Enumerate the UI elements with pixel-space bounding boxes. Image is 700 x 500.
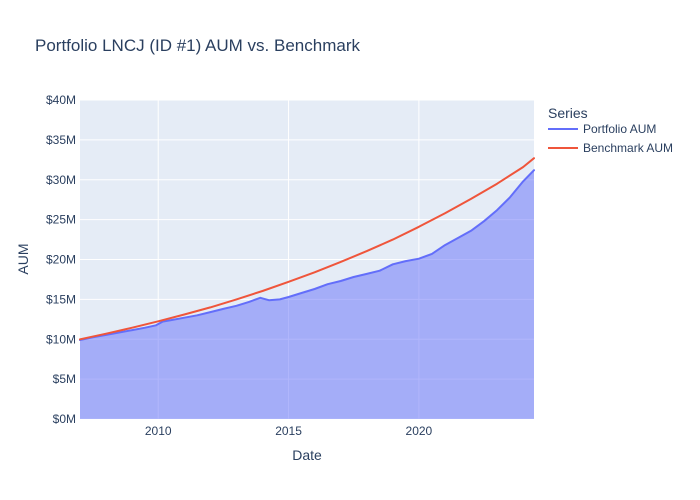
chart-title: Portfolio LNCJ (ID #1) AUM vs. Benchmark	[35, 36, 360, 55]
y-axis-ticks: $0M $5M $10M $15M $20M $25M $30M $35M $40M	[46, 93, 76, 426]
y-tick-label: $40M	[46, 93, 76, 107]
y-tick-label: $35M	[46, 133, 76, 147]
y-tick-label: $15M	[46, 292, 76, 306]
x-axis-title: Date	[292, 447, 322, 463]
y-axis-title: AUM	[15, 243, 31, 274]
legend: Series Portfolio AUM Benchmark AUM	[548, 105, 673, 155]
portfolio-aum-line	[79, 169, 535, 341]
legend-label-benchmark-aum: Benchmark AUM	[583, 141, 673, 155]
y-tick-label: $0M	[53, 412, 76, 426]
benchmark-aum-line	[79, 157, 535, 341]
series-layer	[79, 157, 535, 419]
x-tick-label: 2020	[406, 424, 433, 438]
x-axis-ticks: 2010 2015 2020	[145, 424, 433, 438]
y-tick-label: $10M	[46, 332, 76, 346]
legend-label-portfolio-aum: Portfolio AUM	[583, 122, 656, 136]
y-tick-label: $5M	[53, 372, 76, 386]
legend-title: Series	[548, 105, 588, 121]
y-tick-label: $25M	[46, 213, 76, 227]
portfolio-aum-area	[80, 170, 534, 419]
x-tick-label: 2010	[145, 424, 172, 438]
y-tick-label: $20M	[46, 253, 76, 267]
y-tick-label: $30M	[46, 173, 76, 187]
x-tick-label: 2015	[275, 424, 302, 438]
